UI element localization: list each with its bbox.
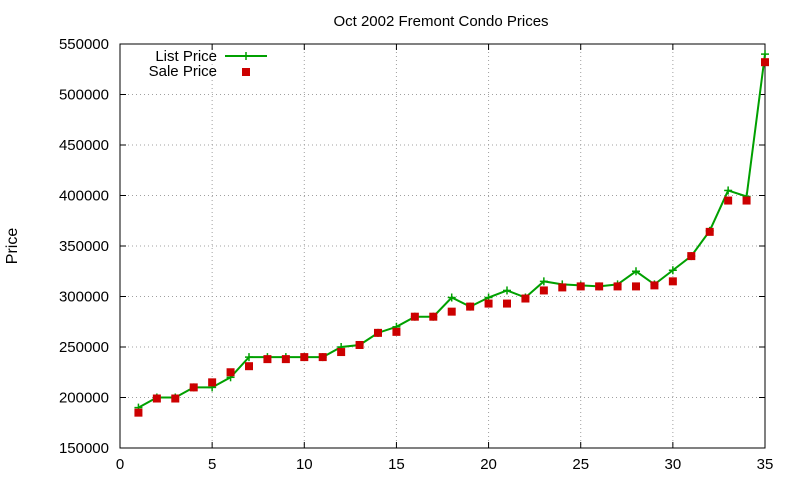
sale-price-point xyxy=(226,368,235,377)
sale-price-point xyxy=(521,294,530,303)
y-axis-label: Price xyxy=(4,228,21,265)
sale-price-point xyxy=(281,355,290,364)
sale-price-point xyxy=(447,307,456,316)
y-tick-label: 200000 xyxy=(59,390,109,407)
sale-price-point xyxy=(613,282,622,291)
sale-price-point xyxy=(761,58,769,67)
y-tick-labels: 150000 200000 250000 300000 350000 400000 4500… xyxy=(59,36,109,457)
y-tick-label: 550000 xyxy=(59,36,109,53)
sale-price-point xyxy=(576,282,585,291)
sale-price-point xyxy=(355,340,364,349)
x-tick-label: 10 xyxy=(296,456,313,473)
sale-price-point xyxy=(392,327,401,336)
sale-price-point xyxy=(484,299,493,308)
sale-price-point xyxy=(245,362,253,371)
y-tick-label: 350000 xyxy=(59,238,109,255)
x-tick-label: 25 xyxy=(572,456,589,473)
x-tick-label: 30 xyxy=(665,456,682,473)
list-price-point xyxy=(632,267,640,276)
list-price-point xyxy=(724,186,733,195)
list-price-point xyxy=(761,50,769,59)
sale-price-point xyxy=(650,281,659,290)
legend-label-list-price: List Price xyxy=(155,48,217,65)
series-layer xyxy=(134,50,769,417)
sale-price-point xyxy=(595,282,604,291)
list-price-point xyxy=(503,286,511,295)
sale-price-point xyxy=(705,227,714,236)
y-tick-label: 150000 xyxy=(59,440,109,457)
sale-price-point xyxy=(300,353,309,362)
legend-marker-list-price xyxy=(242,52,250,60)
sale-price-point xyxy=(558,283,567,292)
list-price-line xyxy=(137,53,766,409)
x-tick-label: 20 xyxy=(480,456,497,473)
x-tick-labels: 0 5 10 15 20 25 30 35 xyxy=(116,456,774,473)
sale-price-point xyxy=(152,394,161,403)
y-tick-label: 250000 xyxy=(59,339,109,356)
sale-price-point xyxy=(668,277,677,286)
grid-lines xyxy=(120,44,765,448)
sale-price-point xyxy=(208,378,217,387)
legend-sample-sale-price xyxy=(242,68,250,76)
sale-price-point xyxy=(632,282,640,291)
list-price-point xyxy=(668,266,677,275)
sale-price-point xyxy=(318,353,327,362)
y-tick-label: 500000 xyxy=(59,87,109,104)
legend-sample-list-price xyxy=(225,52,267,60)
axis-ticks xyxy=(119,43,766,449)
sale-price-point xyxy=(337,348,346,357)
sale-price-point xyxy=(410,312,419,321)
series-list-price xyxy=(134,50,769,412)
sale-price-point xyxy=(171,394,180,403)
sale-price-point xyxy=(374,328,382,337)
legend-label-sale-price: Sale Price xyxy=(149,63,217,80)
y-tick-label: 300000 xyxy=(59,289,109,306)
x-tick-label: 35 xyxy=(757,456,774,473)
list-price-point xyxy=(447,293,456,302)
y-tick-label: 450000 xyxy=(59,137,109,154)
chart-title: Oct 2002 Fremont Condo Prices xyxy=(333,13,548,30)
legend: List Price Sale Price xyxy=(149,48,267,80)
list-price-point xyxy=(539,277,548,286)
x-tick-label: 0 xyxy=(116,456,124,473)
sale-price-point xyxy=(466,302,475,311)
y-tick-label: 400000 xyxy=(59,188,109,205)
legend-marker-sale-price xyxy=(242,68,250,76)
sale-price-point xyxy=(134,408,143,417)
sale-price-point xyxy=(189,383,198,392)
x-tick-label: 5 xyxy=(208,456,216,473)
sale-price-point xyxy=(724,196,733,205)
sale-price-point xyxy=(263,355,272,364)
sale-price-point xyxy=(687,252,696,261)
list-price-point xyxy=(245,353,253,362)
sale-price-point xyxy=(742,196,751,205)
series-sale-price xyxy=(134,58,769,417)
x-tick-label: 15 xyxy=(388,456,405,473)
sale-price-point xyxy=(429,312,438,321)
sale-price-point xyxy=(539,286,548,295)
sale-price-point xyxy=(503,299,511,308)
